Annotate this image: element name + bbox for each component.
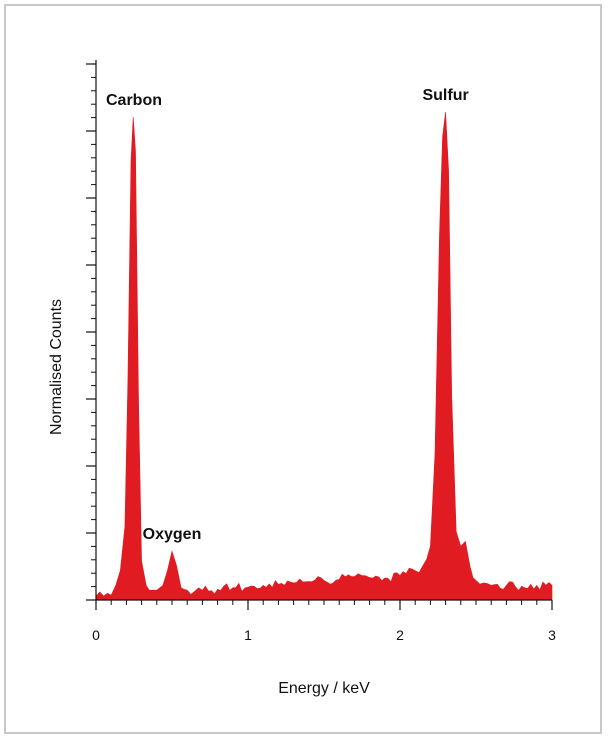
x-tick-label: 0 (92, 627, 100, 643)
peak-label-carbon: Carbon (106, 92, 162, 109)
x-tick-label: 3 (548, 627, 556, 643)
plot-area (95, 111, 553, 601)
x-tick-label: 2 (396, 627, 404, 643)
peak-label-sulfur: Sulfur (422, 87, 468, 104)
x-axis-title: Energy / keV (278, 680, 370, 697)
chart-labels: Energy / keV Normalised Counts Carbon Oxy… (48, 87, 469, 697)
peak-label-oxygen: Oxygen (143, 526, 202, 543)
figure-frame (4, 4, 602, 734)
spectrum-series-0 (95, 111, 553, 601)
y-axis-title: Normalised Counts (48, 299, 65, 435)
axes: 0 1 2 3 (86, 60, 556, 643)
x-tick-label: 1 (244, 627, 252, 643)
